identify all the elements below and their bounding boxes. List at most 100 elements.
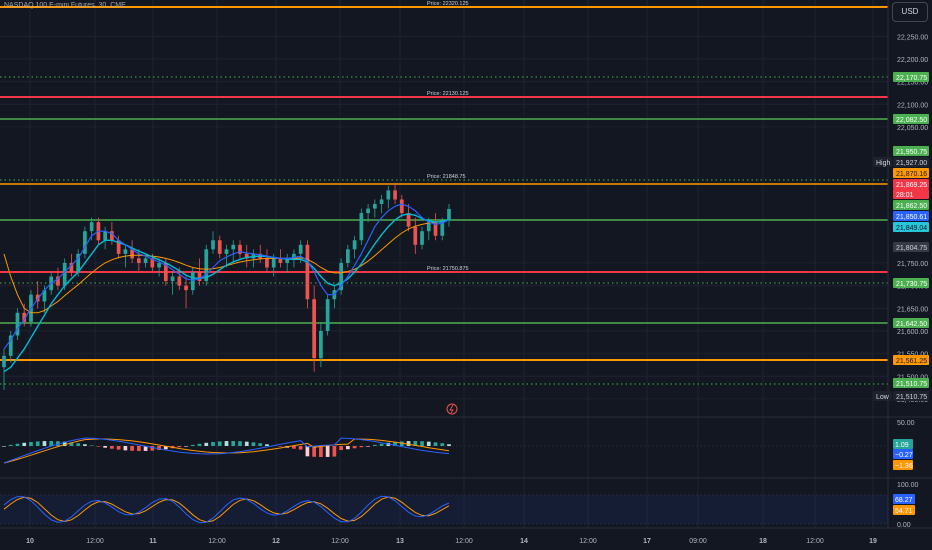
candle-body bbox=[224, 249, 229, 254]
candle-body bbox=[76, 253, 81, 272]
macd-histogram-bar bbox=[372, 444, 377, 446]
macd-value-text: 1.09 bbox=[895, 442, 909, 449]
macd-histogram-bar bbox=[157, 446, 161, 451]
candle-body bbox=[265, 258, 269, 268]
macd-histogram-bar bbox=[433, 442, 438, 446]
candle-body bbox=[15, 312, 20, 336]
macd-histogram-bar bbox=[238, 441, 242, 446]
x-tick-label: 12:00 bbox=[806, 538, 824, 545]
candle-body bbox=[292, 253, 296, 259]
candle-body bbox=[197, 272, 202, 282]
macd-histogram-bar bbox=[177, 446, 182, 448]
macd-histogram-bar bbox=[217, 441, 222, 446]
price-badge bbox=[893, 114, 929, 124]
candle-body bbox=[413, 226, 418, 245]
macd-histogram-bar bbox=[224, 441, 229, 446]
candle-body bbox=[190, 272, 195, 291]
price-badge-text: 21,862.50 bbox=[896, 203, 927, 210]
price-badge bbox=[893, 179, 929, 189]
candle-body bbox=[110, 231, 114, 241]
macd-histogram-bar bbox=[393, 442, 397, 446]
candle-body bbox=[352, 240, 357, 250]
price-badge-text: 21,927.00 bbox=[896, 160, 927, 167]
candle-body bbox=[22, 312, 27, 322]
candle-body bbox=[339, 262, 343, 291]
macd-value-badge bbox=[893, 449, 913, 459]
candle-body bbox=[170, 276, 175, 282]
price-badge-text: 21,642.50 bbox=[896, 321, 927, 328]
price-badge bbox=[893, 355, 929, 365]
macd-histogram-bar bbox=[136, 446, 141, 451]
currency-button[interactable]: USD bbox=[892, 2, 928, 22]
macd-histogram-bar bbox=[244, 441, 249, 446]
macd-histogram-bar bbox=[231, 441, 236, 446]
candle-body bbox=[244, 253, 249, 259]
price-tick-label: 22,250.00 bbox=[897, 34, 928, 41]
price-badge bbox=[893, 72, 929, 82]
x-tick-label: 12:00 bbox=[331, 538, 349, 545]
macd-histogram-bar bbox=[292, 446, 296, 449]
macd-histogram-bar bbox=[29, 441, 33, 446]
macd-histogram-bar bbox=[339, 446, 343, 451]
candle-body bbox=[420, 231, 424, 245]
price-badge bbox=[893, 168, 929, 178]
price-badge-text: 28:01 bbox=[896, 192, 914, 199]
price-badge-text: 22,082.50 bbox=[896, 117, 927, 124]
candle-body bbox=[319, 330, 323, 359]
macd-value-badge bbox=[893, 439, 913, 449]
candle-body bbox=[447, 208, 451, 220]
level-price-label: Price: 22320.125 bbox=[427, 1, 469, 7]
price-badge bbox=[893, 222, 929, 232]
price-badge-text: 22,170.75 bbox=[896, 75, 927, 82]
candle-body bbox=[393, 190, 397, 200]
price-tick-label: 21,750.00 bbox=[897, 261, 928, 268]
macd-histogram-bar bbox=[366, 446, 370, 447]
macd-histogram-bar bbox=[42, 441, 47, 446]
candle-body bbox=[35, 294, 40, 302]
macd-value-text: −0.27 bbox=[895, 452, 913, 459]
macd-histogram-bar bbox=[49, 441, 54, 446]
macd-histogram-bar bbox=[406, 441, 411, 446]
candle-body bbox=[372, 204, 377, 209]
candle-body bbox=[231, 244, 236, 250]
candle-body bbox=[116, 240, 121, 254]
macd-histogram-bar bbox=[8, 444, 13, 446]
macd-histogram-bar bbox=[190, 444, 195, 446]
x-tick-label: 10 bbox=[26, 538, 34, 545]
macd-histogram-bar bbox=[325, 446, 330, 457]
price-badge bbox=[893, 391, 929, 401]
macd-histogram-bar bbox=[312, 446, 317, 457]
candle-body bbox=[359, 213, 364, 241]
level-price-label: Price: 21848.75 bbox=[427, 174, 466, 180]
macd-histogram-bar bbox=[197, 443, 202, 446]
macd-histogram-bar bbox=[420, 441, 424, 446]
level-price-label: Price: 21750.875 bbox=[427, 266, 469, 272]
candle-body bbox=[285, 258, 290, 263]
candle-body bbox=[130, 249, 134, 259]
side-label-box bbox=[873, 391, 892, 401]
price-badge-text: 21,510.75 bbox=[896, 394, 927, 401]
moving-average-mid bbox=[3, 213, 450, 373]
price-badge bbox=[893, 318, 929, 328]
price-badge bbox=[893, 242, 929, 252]
price-badge-text: 21,950.75 bbox=[896, 149, 927, 156]
price-badge-text: 21,730.75 bbox=[896, 281, 927, 288]
macd-histogram-bar bbox=[83, 444, 87, 446]
macd-histogram-bar bbox=[265, 444, 269, 446]
macd-histogram-bar bbox=[89, 445, 94, 447]
macd-histogram-bar bbox=[305, 446, 310, 457]
macd-histogram-bar bbox=[204, 442, 209, 446]
candle-body bbox=[379, 199, 384, 204]
candle-body bbox=[69, 262, 74, 272]
price-badge bbox=[893, 378, 929, 388]
candle-body bbox=[271, 258, 276, 268]
candle-body bbox=[83, 231, 87, 254]
candle-body bbox=[386, 190, 391, 200]
candle-body bbox=[346, 249, 350, 263]
candle-body bbox=[366, 208, 370, 214]
macd-histogram-bar bbox=[319, 446, 323, 457]
macd-histogram-bar bbox=[15, 443, 20, 446]
candle-body bbox=[123, 249, 128, 254]
x-tick-label: 18 bbox=[759, 538, 767, 545]
